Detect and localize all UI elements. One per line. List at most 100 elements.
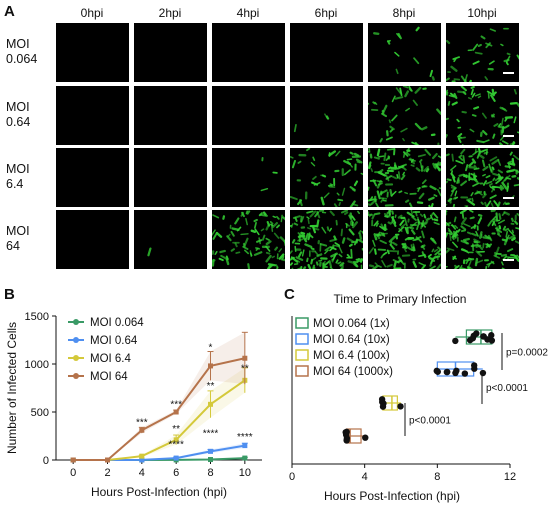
- micrograph-moi-0.064-0hpi: [56, 23, 129, 82]
- micrograph-moi-64-8hpi: [368, 210, 441, 269]
- legend-swatch: [295, 333, 309, 345]
- data-point: [70, 457, 76, 463]
- x-tick-label: 8: [434, 471, 440, 483]
- legend-label: MOI 0.064 (1x): [313, 318, 390, 330]
- scale-bar: [503, 259, 514, 261]
- micrograph-moi-64-4hpi: [212, 210, 285, 269]
- box-moi-0.064-1x-: [452, 329, 496, 345]
- micrograph-moi-6.4-2hpi: [134, 148, 207, 207]
- significance-mark: **: [207, 381, 215, 392]
- data-point: [242, 443, 248, 449]
- data-point: [453, 367, 460, 374]
- panel-b-chart: 0 500 1000 1500 0 2 4 6 8 10 Hours Post-Infection …: [5, 311, 262, 499]
- data-point: [208, 448, 213, 454]
- significance-mark: ****: [168, 440, 184, 451]
- x-tick-label: 2: [104, 467, 110, 479]
- data-point: [473, 330, 480, 337]
- panel-a-letter: A: [4, 3, 15, 20]
- micrograph-moi-0.064-2hpi: [134, 23, 207, 82]
- micrograph-moi-0.064-10hpi: [446, 23, 519, 82]
- micrograph-moi-0.064-8hpi: [368, 23, 441, 82]
- column-label-4hpi: 4hpi: [236, 6, 260, 20]
- y-tick-label: 500: [31, 407, 49, 419]
- micrograph-moi-64-6hpi: [290, 210, 363, 269]
- data-point: [242, 455, 248, 461]
- scale-bar: [503, 197, 514, 199]
- data-point: [452, 337, 459, 345]
- micrograph-moi-0.64-2hpi: [134, 86, 207, 145]
- significance-mark: ***: [170, 400, 182, 411]
- y-tick-label: 0: [43, 455, 49, 467]
- x-tick-label: 8: [207, 467, 213, 479]
- micrograph-moi-0.64-10hpi: [446, 86, 519, 145]
- micrograph-moi-64-10hpi: [446, 210, 519, 269]
- significance-mark: ***: [136, 417, 148, 428]
- micrograph-moi-6.4-4hpi: [212, 148, 285, 207]
- significance-mark: ****: [237, 432, 253, 443]
- data-point: [139, 427, 145, 433]
- p-value-label: p<0.0001: [409, 416, 451, 427]
- legend-label: MOI 0.064: [90, 317, 144, 329]
- legend-label: MOI 64: [90, 371, 128, 383]
- x-tick-label: 10: [239, 467, 251, 479]
- significance-mark: ****: [203, 428, 219, 439]
- panel-c-letter: C: [284, 286, 295, 303]
- x-tick-label: 6: [173, 467, 179, 479]
- data-point: [379, 403, 387, 410]
- data-point: [242, 355, 248, 361]
- legend-swatch: [295, 349, 309, 361]
- x-tick-label: 0: [289, 471, 295, 483]
- error-band: [73, 332, 245, 460]
- chart-title: Time to Primary Infection: [334, 292, 467, 306]
- legend-label: MOI 0.64 (10x): [313, 334, 390, 346]
- series-moi-64: [70, 331, 248, 463]
- legend-label: MOI 0.64: [90, 335, 138, 347]
- data-point: [362, 434, 369, 441]
- data-point: [208, 363, 213, 369]
- row-label-moi-0.64: MOI 0.64: [6, 100, 31, 129]
- column-label-8hpi: 8hpi: [392, 6, 416, 20]
- data-point: [208, 401, 213, 407]
- column-label-6hpi: 6hpi: [314, 6, 338, 20]
- y-tick-label: 1000: [25, 359, 49, 371]
- panel-c-chart: Time to Primary Infection 0 4 8 12 Hours Post…: [289, 292, 548, 503]
- column-label-2hpi: 2hpi: [158, 6, 182, 20]
- legend-marker: [73, 355, 79, 361]
- x-tick-label: 0: [70, 467, 76, 479]
- data-point: [342, 429, 349, 436]
- legend-label: MOI 6.4 (100x): [313, 350, 390, 362]
- row-label-moi-64: MOI 64: [6, 224, 30, 253]
- x-tick-label: 12: [504, 471, 516, 483]
- data-point: [469, 335, 477, 342]
- micrograph-moi-0.64-6hpi: [290, 86, 363, 145]
- legend-marker: [73, 337, 79, 343]
- micrograph-moi-0.64-8hpi: [368, 86, 441, 145]
- scale-bar: [503, 72, 514, 74]
- micrograph-moi-64-0hpi: [56, 210, 129, 269]
- data-point: [173, 409, 179, 415]
- significance-mark: **: [172, 424, 180, 435]
- p-value-label: p<0.0001: [486, 383, 528, 394]
- y-axis-label: Number of Infected Cells: [5, 322, 19, 454]
- data-point: [105, 457, 110, 463]
- data-point: [139, 457, 145, 463]
- x-tick-label: 4: [362, 471, 368, 483]
- data-point: [488, 337, 496, 344]
- column-label-10hpi: 10hpi: [467, 6, 497, 20]
- box-moi-6.4-100x-: [378, 395, 404, 411]
- data-point: [397, 403, 404, 410]
- legend-swatch: [295, 317, 309, 329]
- micrograph-moi-0.064-4hpi: [212, 23, 285, 82]
- micrograph-moi-6.4-0hpi: [56, 148, 129, 207]
- p-value-label: p=0.0002: [506, 348, 548, 359]
- column-label-0hpi: 0hpi: [80, 6, 104, 20]
- panel-b-letter: B: [4, 286, 15, 303]
- legend-label: MOI 64 (1000x): [313, 366, 393, 378]
- data-point: [139, 453, 145, 459]
- series-line: [73, 357, 246, 461]
- data-point: [479, 369, 487, 377]
- data-point: [488, 332, 495, 339]
- legend-label: MOI 6.4: [90, 353, 132, 365]
- x-tick-label: 4: [139, 467, 145, 479]
- micrograph-moi-0.64-4hpi: [212, 86, 285, 145]
